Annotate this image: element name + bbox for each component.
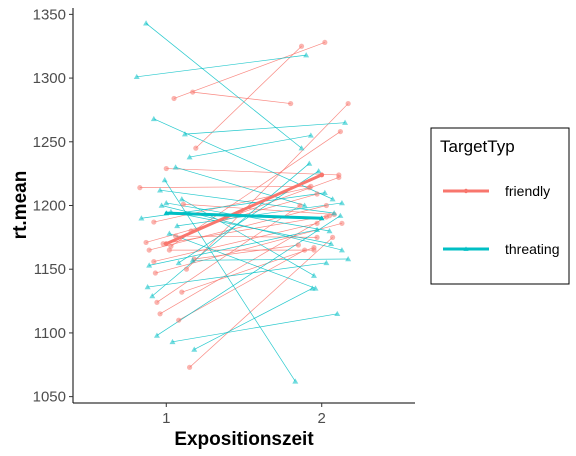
x-tick-label: 2 <box>318 410 326 427</box>
friendly-point <box>327 213 332 218</box>
y-axis-title: rt.mean <box>10 171 31 240</box>
y-ticks: 1050 1100 1150 1200 1250 1300 1350 <box>33 6 73 405</box>
y-tick-label: 1250 <box>33 134 66 151</box>
friendly-point <box>187 365 192 370</box>
y-tick-label: 1350 <box>33 6 66 23</box>
threating-point <box>322 190 328 195</box>
threating-point <box>330 196 336 201</box>
x-axis-title: Expositionszeit <box>174 429 314 450</box>
friendly-point <box>346 101 351 106</box>
friendly-subject-line <box>196 46 302 148</box>
threating-point <box>163 200 169 205</box>
y-tick-label: 1300 <box>33 70 66 87</box>
threating-point <box>308 132 314 137</box>
y-tick-label: 1050 <box>33 389 66 406</box>
friendly-point <box>296 242 301 247</box>
threating-point <box>337 213 343 218</box>
threating-point <box>299 145 305 150</box>
friendly-point <box>168 244 173 249</box>
threating-subject-line <box>185 123 345 134</box>
friendly-point <box>336 175 341 180</box>
threating-point <box>306 160 312 165</box>
y-tick-label: 1100 <box>34 325 66 342</box>
x-tick-label: 1 <box>162 410 170 427</box>
threating-point <box>316 168 322 173</box>
y-tick-label: 1200 <box>33 198 66 215</box>
friendly-point <box>324 203 329 208</box>
threating-point <box>323 260 329 265</box>
threating-point <box>162 177 168 182</box>
friendly-point <box>288 101 293 106</box>
friendly-point <box>299 44 304 49</box>
threating-subject-line <box>194 288 312 349</box>
friendly-point <box>153 270 158 275</box>
friendly-point <box>151 259 156 264</box>
threating-point <box>179 196 185 201</box>
friendly-point <box>164 166 169 171</box>
friendly-mean-point <box>164 241 169 246</box>
friendly-point <box>311 245 316 250</box>
threating-point <box>176 260 182 265</box>
friendly-point <box>330 235 335 240</box>
friendly-point <box>302 247 307 252</box>
friendly-subject-line <box>193 92 291 103</box>
x-ticks: 12 <box>162 403 326 427</box>
friendly-point <box>184 267 189 272</box>
threating-point <box>173 164 179 169</box>
legend-title: TargetTyp <box>440 137 515 156</box>
friendly-point <box>147 247 152 252</box>
friendly-point <box>314 191 319 196</box>
friendly-subject-line <box>140 186 311 187</box>
friendly-point <box>179 290 184 295</box>
legend-label-threating: threating <box>505 241 559 257</box>
legend-label-friendly: friendly <box>505 183 550 199</box>
friendly-point <box>190 89 195 94</box>
threating-point <box>311 273 317 278</box>
friendly-point <box>314 221 319 226</box>
friendly-mean-point <box>319 173 324 178</box>
friendly-subject-line <box>174 42 325 98</box>
threating-point <box>166 231 172 236</box>
friendly-point <box>157 311 162 316</box>
threating-point <box>191 346 197 351</box>
threating-point <box>303 52 309 57</box>
friendly-subject-line <box>166 169 339 175</box>
legend: TargetTyp friendly threating <box>431 128 569 284</box>
y-tick-label: 1150 <box>34 261 66 278</box>
friendly-point <box>143 240 148 245</box>
friendly-point <box>307 185 312 190</box>
friendly-point <box>322 40 327 45</box>
friendly-point <box>297 203 302 208</box>
threating-point <box>143 20 149 25</box>
threating-point <box>151 116 157 121</box>
threating-subject-line <box>146 23 301 148</box>
friendly-point <box>171 96 176 101</box>
friendly-point <box>181 202 186 207</box>
threating-point <box>345 256 351 261</box>
friendly-subject-line <box>157 206 300 303</box>
friendly-point <box>314 235 319 240</box>
friendly-point <box>137 185 142 190</box>
friendly-point <box>339 221 344 226</box>
threating-point <box>342 120 348 125</box>
friendly-point <box>338 129 343 134</box>
threating-point <box>339 200 345 205</box>
friendly-point <box>154 300 159 305</box>
subject-lines <box>137 23 348 381</box>
threating-point <box>157 187 163 192</box>
threating-subject-line <box>190 135 311 157</box>
threating-point <box>154 332 160 337</box>
legend-marker-friendly <box>464 189 468 193</box>
threating-point <box>292 378 298 383</box>
friendly-point <box>151 219 156 224</box>
friendly-point <box>193 146 198 151</box>
threating-point <box>334 311 340 316</box>
friendly-point <box>176 318 181 323</box>
